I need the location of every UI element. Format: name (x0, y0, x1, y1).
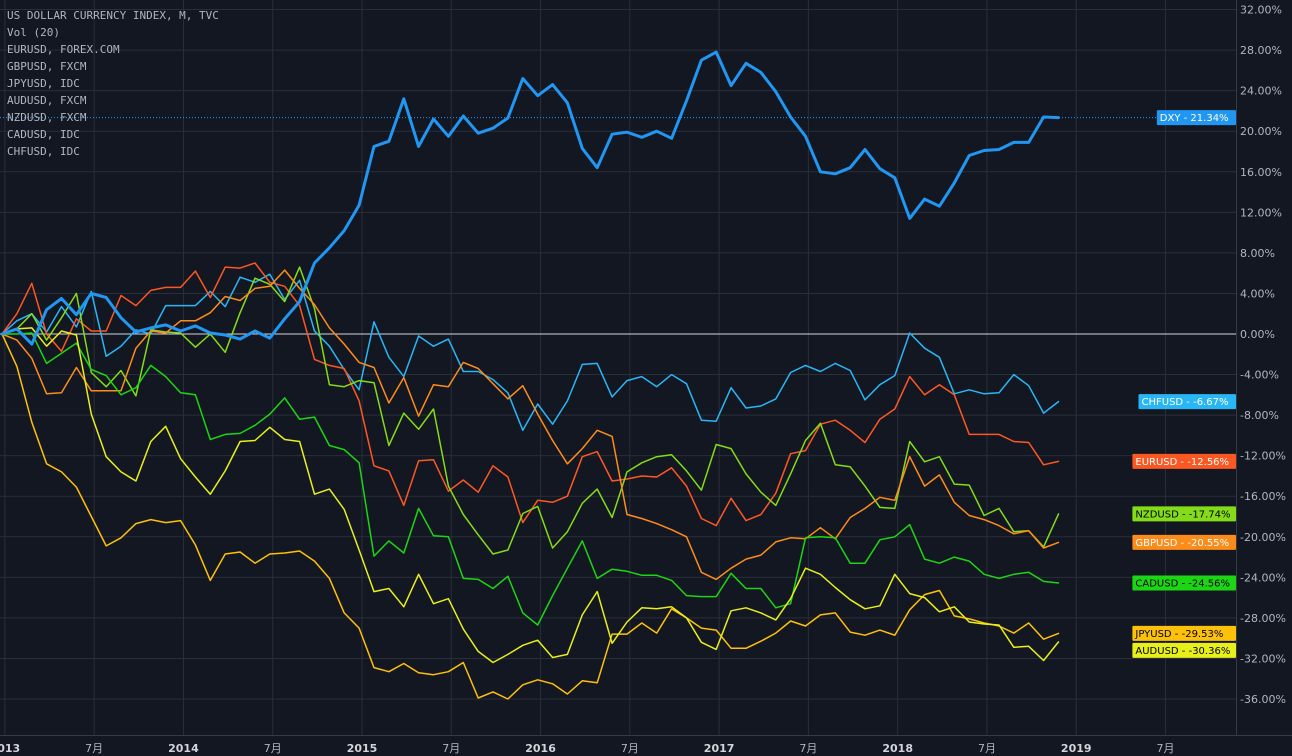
value-badge-audusd: AUDUSD - -30.36% (1132, 642, 1236, 658)
y-tick-label: 4.00% (1240, 287, 1275, 300)
y-tick-label: 32.00% (1240, 4, 1282, 17)
x-tick-label: 2018 (882, 742, 913, 755)
chart-legend: US DOLLAR CURRENCY INDEX, M, TVC Vol (20)… (7, 7, 219, 160)
badge-label: CHFUSD - -6.67% (1142, 397, 1229, 408)
badge-label: EURUSD - -12.56% (1135, 457, 1229, 468)
series-line-eurusd[interactable] (1, 262, 1060, 527)
y-tick-label: -32.00% (1240, 652, 1286, 665)
value-badge-dxy: DXY - 21.34% (1156, 110, 1236, 126)
y-tick-label: 12.00% (1240, 206, 1282, 219)
y-tick-label: -12.00% (1240, 450, 1286, 463)
legend-line: Vol (20) (7, 26, 60, 39)
series-line-nzdusd[interactable] (1, 266, 1060, 555)
y-tick-label: 24.00% (1240, 85, 1282, 98)
value-badge-cadusd: CADUSD - -24.56% (1132, 575, 1236, 591)
x-tick-label: 2016 (525, 742, 556, 755)
value-badge-gbpusd: GBPUSD - -20.55% (1132, 534, 1236, 550)
legend-line: US DOLLAR CURRENCY INDEX, M, TVC (7, 9, 219, 22)
legend-line: JPYUSD, IDC (7, 77, 80, 90)
series-line-audusd[interactable] (1, 327, 1060, 664)
value-badge-jpyusd: JPYUSD - -29.53% (1132, 625, 1236, 641)
value-badge-nzdusd: NZDUSD - -17.74% (1132, 506, 1236, 522)
x-tick-label: 2017 (704, 742, 735, 755)
y-tick-label: -4.00% (1240, 369, 1279, 382)
y-tick-label: -8.00% (1240, 409, 1279, 422)
x-tick-label: 2019 (1061, 742, 1092, 755)
x-tick-label: 7月 (264, 742, 282, 755)
x-tick-label: 7月 (621, 742, 639, 755)
badge-label: DXY - 21.34% (1160, 113, 1229, 124)
badge-label: NZDUSD - -17.74% (1135, 509, 1230, 520)
badge-label: JPYUSD - -29.53% (1134, 629, 1223, 640)
y-tick-label: 28.00% (1240, 44, 1282, 57)
badge-label: GBPUSD - -20.55% (1135, 538, 1229, 549)
legend-line: EURUSD, FOREX.COM (7, 43, 120, 56)
y-tick-label: -24.00% (1240, 571, 1286, 584)
x-tick-label: 2014 (168, 742, 199, 755)
series-line-dxy[interactable] (0, 50, 1060, 346)
series-line-chfusd[interactable] (1, 273, 1060, 432)
x-tick-label: 7月 (442, 742, 460, 755)
y-tick-label: -28.00% (1240, 612, 1286, 625)
badge-label: CADUSD - -24.56% (1135, 579, 1230, 590)
legend-line: GBPUSD, FXCM (7, 60, 87, 73)
series-line-gbpusd[interactable] (1, 269, 1060, 581)
legend-line: CHFUSD, IDC (7, 145, 80, 158)
y-tick-label: 8.00% (1240, 247, 1275, 260)
legend-line: AUDUSD, FXCM (7, 94, 87, 107)
y-tick-label: 16.00% (1240, 166, 1282, 179)
y-tick-label: 0.00% (1240, 328, 1275, 341)
value-badge-eurusd: EURUSD - -12.56% (1132, 453, 1236, 469)
x-tick-label: 2013 (0, 742, 20, 755)
legend-line: CADUSD, IDC (7, 128, 80, 141)
y-tick-label: -16.00% (1240, 490, 1286, 503)
legend-line: NZDUSD, FXCM (7, 111, 87, 124)
x-tick-label: 7月 (978, 742, 996, 755)
series-line-jpyusd[interactable] (1, 333, 1060, 700)
series-line-cadusd[interactable] (1, 332, 1060, 626)
x-tick-label: 7月 (799, 742, 817, 755)
badge-label: AUDUSD - -30.36% (1135, 646, 1230, 657)
x-tick-label: 7月 (85, 742, 103, 755)
x-tick-label: 2015 (347, 742, 378, 755)
value-badge-chfusd: CHFUSD - -6.67% (1138, 394, 1236, 410)
y-tick-label: -36.00% (1240, 693, 1286, 706)
y-tick-label: -20.00% (1240, 531, 1286, 544)
y-tick-label: 20.00% (1240, 125, 1282, 138)
x-tick-label: 7月 (1157, 742, 1175, 755)
